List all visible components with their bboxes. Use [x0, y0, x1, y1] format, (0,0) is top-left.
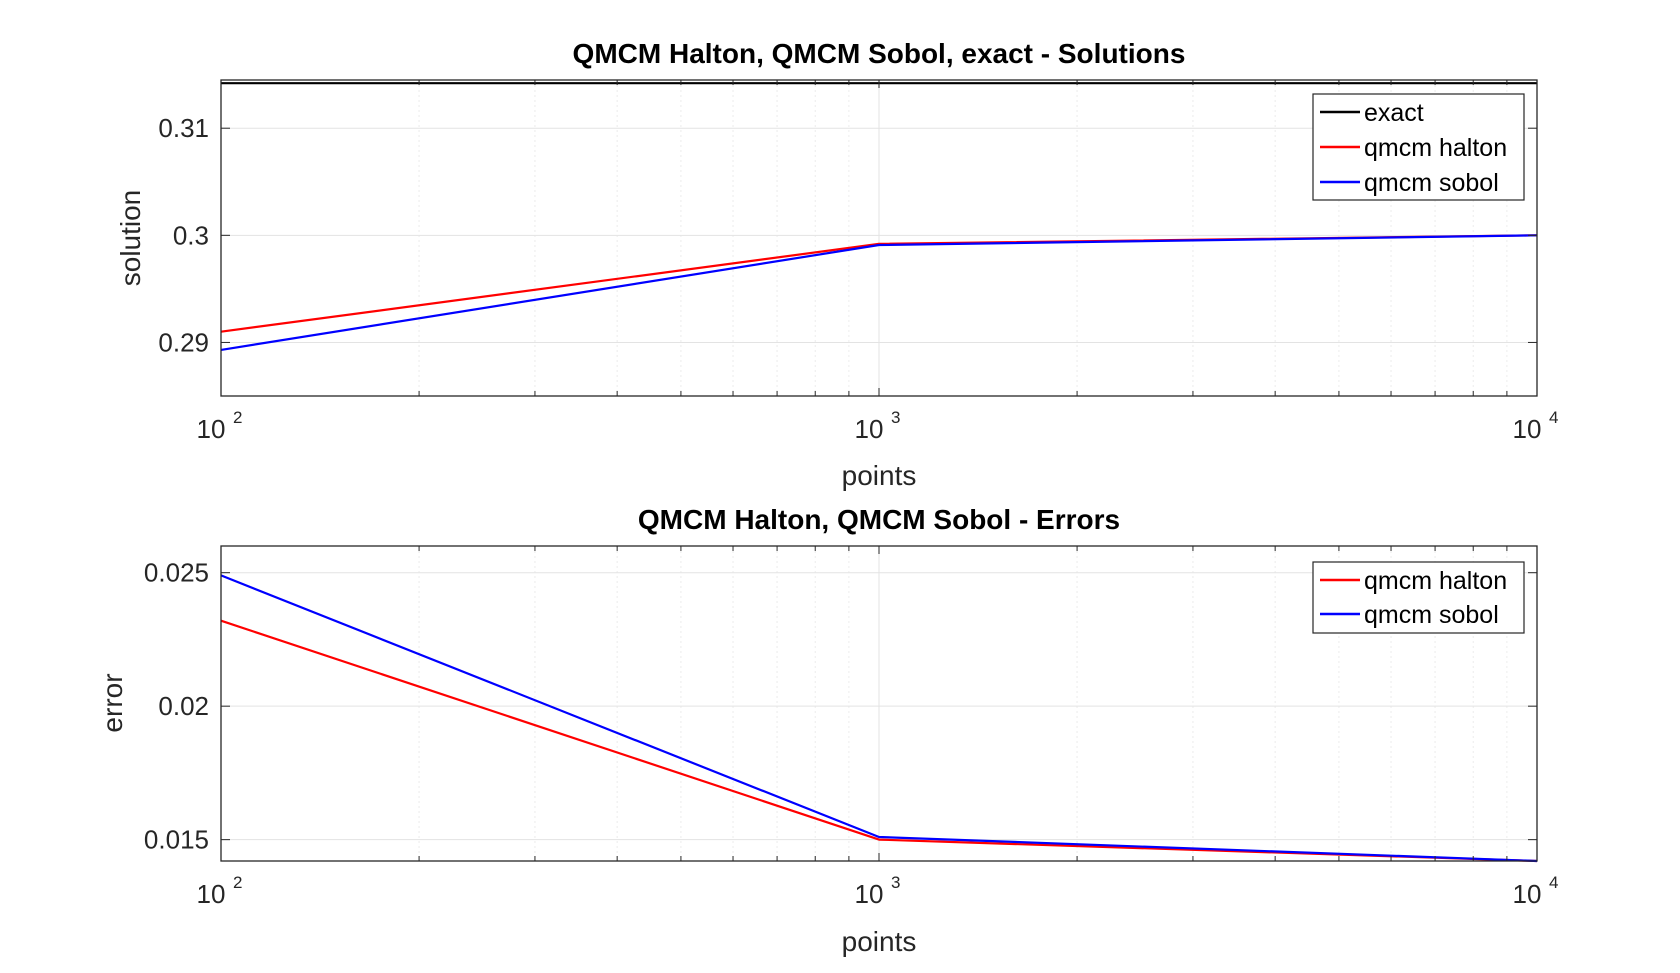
series-line-qmcm-sobol [220, 234, 1538, 351]
solutions-legend: exact qmcm halton qmcm sobol [1312, 93, 1525, 201]
solutions-chart-title: QMCM Halton, QMCM Sobol, exact - Solutio… [573, 38, 1186, 69]
solutions-ticks: 0.29 0.3 0.31 10 2 10 3 10 4 [158, 80, 1558, 444]
solutions-x-axis-label: points [842, 460, 917, 491]
errors-legend: qmcm halton qmcm sobol [1312, 561, 1525, 634]
legend-label-qmcm-sobol: qmcm sobol [1364, 601, 1499, 629]
x-tick-label-exponent: 2 [233, 873, 242, 892]
legend-label-qmcm-halton: qmcm halton [1364, 134, 1507, 162]
y-tick-label: 0.015 [144, 825, 209, 855]
solutions-chart: 0.29 0.3 0.31 10 2 10 3 10 4 QMCM Halton, QMCM S… [115, 38, 1558, 491]
legend-label-qmcm-sobol: qmcm sobol [1364, 169, 1499, 197]
y-tick-label: 0.3 [173, 220, 209, 250]
x-tick-label-exponent: 3 [891, 873, 900, 892]
legend-label-exact: exact [1364, 99, 1424, 127]
errors-y-axis-label: error [97, 673, 128, 732]
legend-label-qmcm-halton: qmcm halton [1364, 567, 1507, 595]
x-tick-label-exponent: 4 [1549, 408, 1558, 427]
y-tick-label: 0.31 [158, 113, 209, 143]
errors-chart-title: QMCM Halton, QMCM Sobol - Errors [638, 504, 1120, 535]
solutions-y-axis-label: solution [115, 190, 146, 287]
x-tick-label: 10 [1513, 879, 1542, 909]
series-line-qmcm-sobol [220, 574, 1538, 863]
x-tick-label: 10 [1513, 414, 1542, 444]
x-tick-label-exponent: 3 [891, 408, 900, 427]
y-tick-label: 0.025 [144, 558, 209, 588]
x-tick-label: 10 [855, 879, 884, 909]
errors-lines [220, 574, 1538, 863]
y-tick-label: 0.02 [158, 691, 209, 721]
x-tick-label: 10 [197, 879, 226, 909]
y-tick-label: 0.29 [158, 327, 209, 357]
errors-ticks: 0.015 0.02 0.025 10 2 10 3 10 4 [144, 546, 1558, 909]
errors-x-axis-label: points [842, 926, 917, 957]
x-tick-label-exponent: 4 [1549, 873, 1558, 892]
errors-legend-box [1312, 561, 1525, 634]
x-tick-label: 10 [855, 414, 884, 444]
x-tick-label-exponent: 2 [233, 408, 242, 427]
x-tick-label: 10 [197, 414, 226, 444]
errors-chart: 0.015 0.02 0.025 10 2 10 3 10 4 QMCM Halton, QMC… [97, 504, 1558, 957]
